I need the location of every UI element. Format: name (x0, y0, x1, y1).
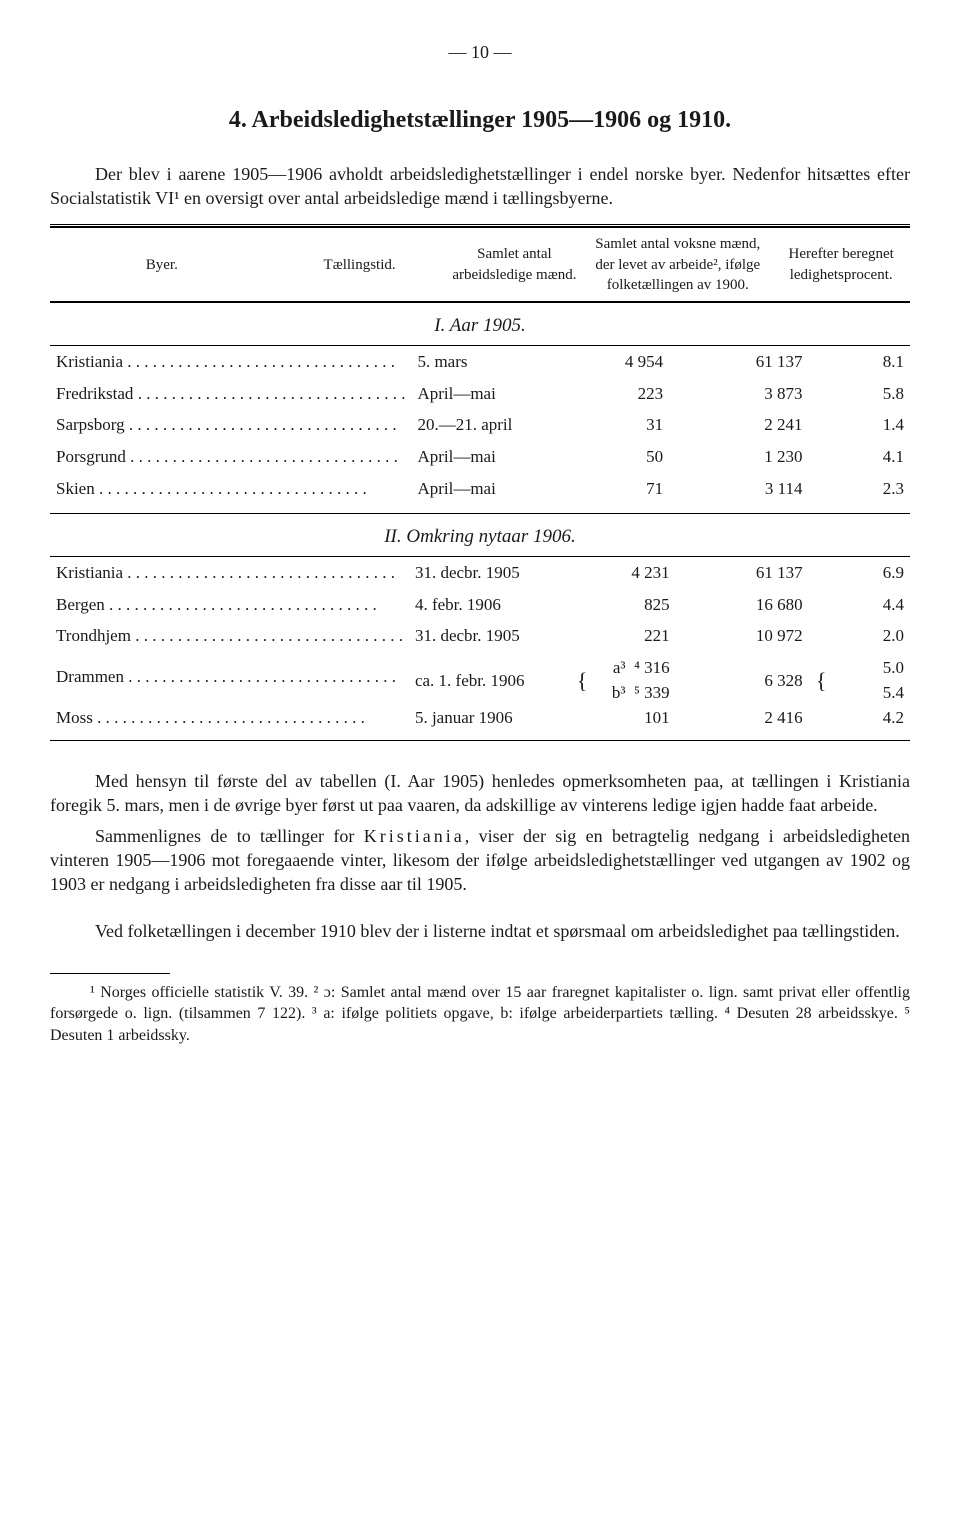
cell-v3: 6.9 (809, 561, 910, 593)
table-row-moss: Moss 5. januar 1906 101 2 416 4.2 (50, 706, 910, 738)
table-row: Porsgrund April—mai501 2304.1 (50, 445, 910, 477)
subheading-1906: II. Omkring nytaar 1906. (50, 524, 910, 550)
col-procent: Herefter beregnet ledighetsprocent. (772, 228, 910, 301)
col-byer: Byer. (50, 228, 274, 301)
drammen-pop: 6 328 (676, 656, 809, 706)
intro-paragraph: Der blev i aarene 1905—1906 avholdt arbe… (50, 162, 910, 211)
cell-date: April—mai (411, 382, 567, 414)
city-name: Bergen (56, 594, 403, 617)
rule (50, 345, 910, 346)
cell-v2: 3 873 (669, 382, 808, 414)
cell-v2: 2 241 (669, 413, 808, 445)
table-row: Kristiania 5. mars4 95461 1378.1 (50, 350, 910, 382)
body-para-2: Sammenlignes de to tællinger for Kristia… (50, 824, 910, 897)
cell-v1: 825 (559, 593, 676, 625)
drammen-b-val: ⁵ 339 (634, 683, 670, 702)
table-row: Skien April—mai713 1142.3 (50, 477, 910, 509)
subheading-1905: I. Aar 1905. (50, 313, 910, 339)
cell-v3: 4.4 (809, 593, 910, 625)
table-1905: Kristiania5. mars4 95461 1378.1Fredrikst… (50, 350, 910, 509)
para3-spaced: Kristiania (364, 826, 465, 846)
cell-v1: 71 (567, 477, 669, 509)
col-samlet-voksne: Samlet antal voksne mænd, der levet av a… (583, 228, 772, 301)
city-name: Drammen (56, 666, 403, 689)
drammen-b-label: b³ (612, 683, 626, 702)
col-tid: Tællingstid. (274, 228, 446, 301)
table-row: Fredrikstad April—mai2233 8735.8 (50, 382, 910, 414)
cell-date: ca. 1. febr. 1906 (409, 656, 559, 706)
city-name: Kristiania (56, 562, 403, 585)
table-1906: Kristiania31. decbr. 19054 23161 1376.9B… (50, 561, 910, 738)
drammen-a-val: ⁴ 316 (634, 658, 670, 677)
city-name: Moss (56, 707, 403, 730)
cell-v1: 221 (559, 624, 676, 656)
table-row-drammen-a: Drammen ca. 1. febr. 1906 { a³ ⁴ 316 6 3… (50, 656, 910, 681)
cell-date: 31. decbr. 1905 (409, 624, 559, 656)
city-name: Skien (56, 478, 405, 501)
body-para-1: Med hensyn til første del av tabellen (I… (50, 769, 910, 818)
city-name: Fredrikstad (56, 383, 405, 406)
drammen-pct-a: 5.0 (834, 656, 910, 681)
footnote-rule (50, 973, 170, 974)
cell-v3: 1.4 (809, 413, 911, 445)
cell-v2: 2 416 (676, 706, 809, 738)
table-row: Sarpsborg 20.—21. april312 2411.4 (50, 413, 910, 445)
cell-v3: 2.3 (809, 477, 911, 509)
cell-v1: 50 (567, 445, 669, 477)
rule (50, 740, 910, 741)
footnotes: ¹ Norges officielle statistik V. 39. ² ɔ… (50, 982, 910, 1047)
cell-v2: 61 137 (669, 350, 808, 382)
table-header: Byer. Tællingstid. Samlet antal arbeidsl… (50, 228, 910, 301)
section-title: 4. Arbeidsledighetstællinger 1905—1906 o… (50, 104, 910, 136)
table-row: Trondhjem 31. decbr. 190522110 9722.0 (50, 624, 910, 656)
cell-date: 5. mars (411, 350, 567, 382)
cell-v3: 8.1 (809, 350, 911, 382)
cell-v2: 1 230 (669, 445, 808, 477)
city-name: Porsgrund (56, 446, 405, 469)
rule (50, 556, 910, 557)
cell-date: April—mai (411, 445, 567, 477)
table-row: Bergen 4. febr. 190682516 6804.4 (50, 593, 910, 625)
cell-v1: 4 231 (559, 561, 676, 593)
cell-v2: 16 680 (676, 593, 809, 625)
cell-v3: 4.2 (809, 706, 910, 738)
cell-date: 5. januar 1906 (409, 706, 559, 738)
cell-v3: 5.8 (809, 382, 911, 414)
cell-v1: 31 (567, 413, 669, 445)
cell-date: 31. decbr. 1905 (409, 561, 559, 593)
cell-date: April—mai (411, 477, 567, 509)
cell-date: 20.—21. april (411, 413, 567, 445)
cell-v3: 2.0 (809, 624, 910, 656)
rule (50, 513, 910, 514)
cell-v1: 4 954 (567, 350, 669, 382)
drammen-a-label: a³ (613, 658, 626, 677)
cell-v2: 10 972 (676, 624, 809, 656)
city-name: Kristiania (56, 351, 405, 374)
col-samlet-ledige: Samlet antal arbeidsledige mænd. (446, 228, 584, 301)
cell-v2: 61 137 (676, 561, 809, 593)
cell-v3: 4.1 (809, 445, 911, 477)
cell-v1: 101 (559, 706, 676, 738)
cell-v2: 3 114 (669, 477, 808, 509)
drammen-pct-b: 5.4 (834, 681, 910, 706)
city-name: Sarpsborg (56, 414, 405, 437)
cell-v1: 223 (567, 382, 669, 414)
body-para-3: Ved folketællingen i december 1910 blev … (50, 919, 910, 943)
cell-date: 4. febr. 1906 (409, 593, 559, 625)
header-bottom-rule (50, 301, 910, 303)
para3a: Sammenlignes de to tællinger for (95, 826, 364, 846)
table-row: Kristiania 31. decbr. 19054 23161 1376.9 (50, 561, 910, 593)
city-name: Trondhjem (56, 625, 403, 648)
page-number: 10 (50, 40, 910, 64)
